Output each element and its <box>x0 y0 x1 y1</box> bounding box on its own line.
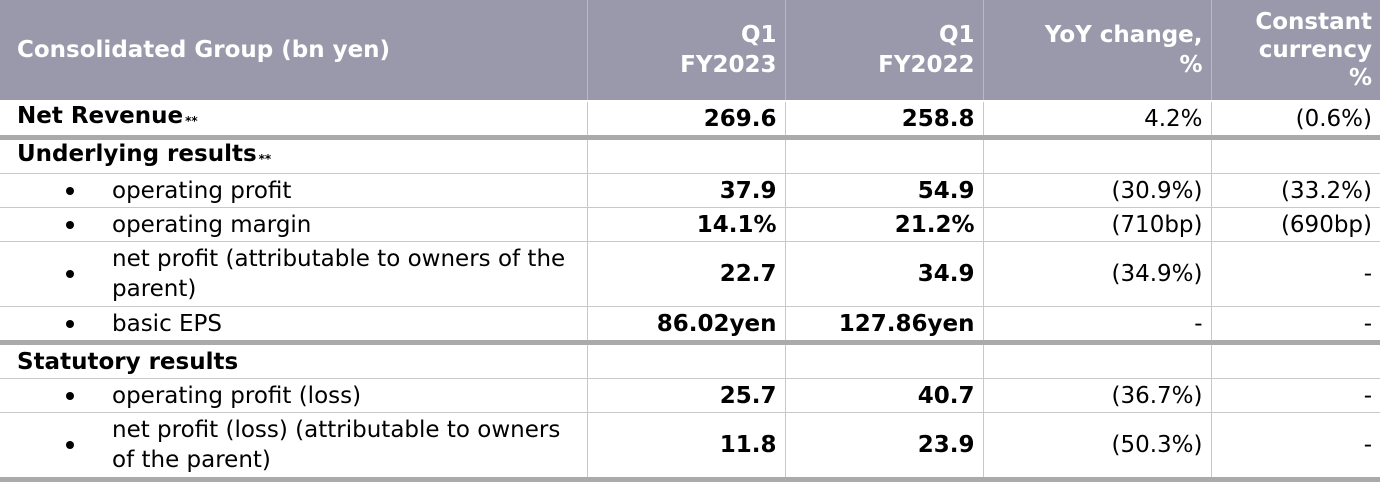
cell-yoy: - <box>983 306 1212 345</box>
row-label: net profit (loss) (attributable to owner… <box>0 412 588 482</box>
cell-yoy: (50.3%) <box>983 412 1212 482</box>
cell-constant-currency: - <box>1211 241 1380 307</box>
row-label: basic EPS <box>0 306 588 345</box>
cell-q1-fy2022: 23.9 <box>785 412 984 482</box>
header-constant-currency: Constant currency% <box>1211 0 1380 102</box>
cell-q1-fy2023: 14.1% <box>587 207 786 242</box>
cell-constant-currency: - <box>1211 412 1380 482</box>
row-label: operating profit (loss) <box>0 378 588 413</box>
footnote-mark: ** <box>185 114 198 128</box>
row-label: Net Revenue ** <box>0 101 588 140</box>
row-label: operating margin <box>0 207 588 242</box>
bullet-icon <box>66 391 74 400</box>
cell-yoy: (710bp) <box>983 207 1212 242</box>
header-q1-fy2022: Q1 FY2022 <box>785 0 984 102</box>
cell-q1-fy2022: 40.7 <box>785 378 984 413</box>
header-yoy-change: YoY change,% <box>983 0 1212 102</box>
cell-q1-fy2023: 37.9 <box>587 173 786 208</box>
cell-constant-currency: (690bp) <box>1211 207 1380 242</box>
cell-q1-fy2023: 269.6 <box>587 101 786 140</box>
section-heading: Underlying results ** <box>0 137 588 174</box>
cell-yoy: (36.7%) <box>983 378 1212 413</box>
row-underlying-operating-profit: operating profit 37.9 54.9 (30.9%) (33.2… <box>0 173 1380 208</box>
cell-q1-fy2022: 54.9 <box>785 173 984 208</box>
header-q1-fy2023: Q1 FY2023 <box>587 0 786 102</box>
bullet-icon <box>66 441 74 449</box>
cell-q1-fy2022: 21.2% <box>785 207 984 242</box>
cell-q1-fy2023: 86.02yen <box>587 306 786 345</box>
cell-constant-currency: (0.6%) <box>1211 101 1380 140</box>
footnote-mark: ** <box>258 152 272 166</box>
bullet-icon <box>66 319 74 328</box>
cell-yoy: (34.9%) <box>983 241 1212 307</box>
cell-constant-currency: - <box>1211 306 1380 345</box>
row-net-revenue: Net Revenue ** 269.6 258.8 4.2% (0.6%) <box>0 101 1380 140</box>
header-row: Consolidated Group (bn yen) Q1 FY2023 Q1 F… <box>0 0 1380 102</box>
row-underlying-basic-eps: basic EPS 86.02yen 127.86yen - - <box>0 306 1380 345</box>
bullet-icon <box>66 186 74 195</box>
cell-q1-fy2023: 25.7 <box>587 378 786 413</box>
cell-q1-fy2023: 11.8 <box>587 412 786 482</box>
row-underlying-operating-margin: operating margin 14.1% 21.2% (710bp) (69… <box>0 207 1380 242</box>
section-heading: Statutory results <box>0 342 588 379</box>
bullet-icon <box>66 270 74 278</box>
section-underlying-results: Underlying results ** <box>0 137 1380 174</box>
header-label: Consolidated Group (bn yen) <box>0 0 588 102</box>
cell-q1-fy2022: 34.9 <box>785 241 984 307</box>
row-label: operating profit <box>0 173 588 208</box>
cell-yoy: (30.9%) <box>983 173 1212 208</box>
row-statutory-net-profit: net profit (loss) (attributable to owner… <box>0 412 1380 482</box>
cell-constant-currency: (33.2%) <box>1211 173 1380 208</box>
bullet-icon <box>66 220 74 229</box>
cell-q1-fy2022: 127.86yen <box>785 306 984 345</box>
cell-yoy: 4.2% <box>983 101 1212 140</box>
row-underlying-net-profit: net profit (attributable to owners of th… <box>0 241 1380 307</box>
cell-q1-fy2022: 258.8 <box>785 101 984 140</box>
row-label: net profit (attributable to owners of th… <box>0 241 588 307</box>
row-statutory-operating-profit: operating profit (loss) 25.7 40.7 (36.7%… <box>0 378 1380 413</box>
cell-constant-currency: - <box>1211 378 1380 413</box>
section-statutory-results: Statutory results <box>0 342 1380 379</box>
cell-q1-fy2023: 22.7 <box>587 241 786 307</box>
